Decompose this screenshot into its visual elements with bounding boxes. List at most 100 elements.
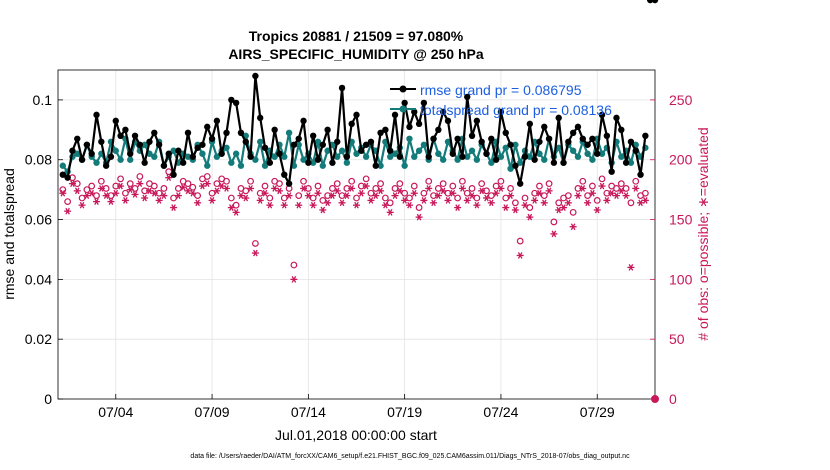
rmse-point [651,0,659,4]
rmse-point [102,162,110,169]
y-left-tick-label: 0.02 [25,331,52,347]
x-tick-label: 07/14 [291,404,326,420]
totalspread-point [93,159,100,166]
obs-evaluated-point [540,199,548,207]
asterisk-stroke [359,189,364,197]
y-left-tick-label: 0.06 [25,212,52,228]
asterisk-stroke [421,197,427,204]
asterisk-stroke [411,189,417,197]
rmse-point [459,153,466,160]
rmse-point [242,138,249,145]
obs-count-series [59,168,659,403]
rmse-point [358,147,365,154]
totalspread-point [151,153,158,160]
y-left-tick-label: 0.08 [25,152,52,168]
rmse-point [184,129,192,137]
asterisk-stroke [498,185,504,192]
rmse-point [136,141,144,148]
obs-evaluated-point [405,201,413,209]
asterisk-stroke [200,182,205,190]
asterisk-stroke [296,201,302,209]
rmse-point [415,120,423,128]
rmse-point [228,96,235,104]
asterisk-stroke [281,201,287,209]
totalspread-point [507,165,514,172]
totalspread-point [353,150,360,157]
asterisk-stroke [94,198,99,205]
obs-possible-point [97,177,105,185]
obs-evaluated-point [285,192,293,199]
totalspread-point [536,150,543,157]
totalspread-point [468,147,476,154]
asterisk-stroke [493,189,499,197]
totalspread-point [295,141,302,148]
asterisk-stroke [387,209,393,216]
obs-evaluated-point [170,204,178,211]
obs-evaluated-point [569,223,577,231]
asterisk-stroke [556,206,562,214]
obs-evaluated-point [468,192,476,199]
rmse-point [170,171,177,178]
totalspread-point [516,159,524,166]
rmse-point [151,129,158,137]
rmse-point [232,99,240,107]
obs-possible-point [203,173,211,180]
y-right-tick-label: 150 [669,212,693,228]
totalspread-point [184,153,192,160]
obs-evaluated-point [112,189,120,197]
asterisk-stroke [118,182,123,190]
obs-evaluated-point [482,194,490,202]
asterisk-stroke [527,213,533,221]
totalspread-point [627,159,635,166]
asterisk-stroke [349,185,354,192]
obs-possible-point [540,192,548,200]
obs-evaluated-point [64,207,72,215]
obs-possible-point [401,189,409,197]
totalspread-point [497,153,505,160]
rmse-point [545,135,553,142]
obs-evaluated-point [357,189,365,197]
asterisk-stroke [142,194,147,202]
obs-evaluated-point [59,189,67,197]
rmse-point [632,147,639,154]
rmse-point [305,159,312,166]
obs-possible-point [136,173,144,180]
rmse-point [257,114,264,122]
asterisk-stroke [638,199,643,207]
obs-evaluated-point [198,182,206,190]
obs-evaluated-point [439,187,447,195]
totalspread-point [391,150,399,157]
asterisk-stroke [147,187,152,195]
rmse-point [165,150,172,157]
obs-possible-point [276,180,283,188]
rmse-series [59,0,659,187]
obs-evaluated-point [463,197,471,204]
obs-evaluated-point [251,249,259,257]
obs-possible-point [83,186,91,194]
rmse-point [218,150,225,157]
asterisk-stroke [190,189,196,197]
totalspread-point [439,156,447,163]
obs-evaluated-point [632,185,640,192]
rmse-point [449,150,456,157]
obs-evaluated-point [367,197,375,204]
rmse-point [507,141,514,148]
asterisk-stroke [89,189,95,197]
obs-evaluated-point [131,191,139,198]
obs-possible-point [473,194,481,202]
asterisk-stroke [484,194,489,202]
totalspread-point [435,150,442,157]
obs-evaluated-point [415,213,423,221]
obs-evaluated-point [194,199,202,207]
obs-possible-point [483,187,490,195]
obs-possible-point [300,177,307,185]
y-left-tick-label: 0.1 [33,92,53,108]
asterisk-stroke [60,189,66,197]
totalspread-point [338,147,346,154]
obs-possible-point [415,204,423,211]
rmse-point [387,147,394,154]
totalspread-point [362,153,370,160]
obs-possible-point [454,194,462,202]
